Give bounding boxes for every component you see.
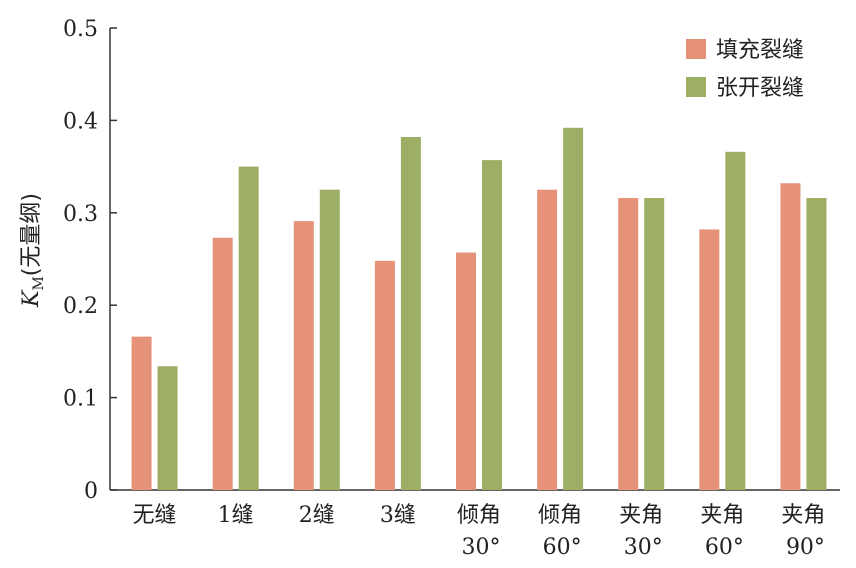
y-axis-label-subscript: M xyxy=(31,276,47,290)
y-tick-label: 0.2 xyxy=(63,294,98,319)
legend-swatch xyxy=(686,39,706,59)
bar-filled-crack xyxy=(131,336,152,490)
x-tick-label: 夹角 xyxy=(619,503,663,528)
bar-open-crack xyxy=(563,127,584,491)
bar-filled-crack xyxy=(699,229,720,490)
y-axis-label-unit: (无量纲) xyxy=(19,193,44,276)
y-tick-label: 0 xyxy=(84,479,98,504)
x-tick-label-line2: 90° xyxy=(786,535,825,560)
bar-open-crack xyxy=(482,160,502,490)
x-tick-label: 夹角 xyxy=(781,503,825,528)
x-tick-label-line2: 30° xyxy=(462,535,501,560)
x-tick-label: 无缝 xyxy=(133,503,177,528)
x-tick-label: 倾角 xyxy=(538,503,582,528)
x-tick-label-line2: 60° xyxy=(543,535,582,560)
x-tick-label: 1缝 xyxy=(218,503,254,528)
bar-filled-crack xyxy=(780,183,801,490)
bar-filled-crack xyxy=(212,237,233,490)
y-axis-label: KM(无量纲) xyxy=(19,193,47,308)
y-axis: 0 0.1 0.2 0.3 0.4 0.5 xyxy=(63,17,117,504)
bar-open-crack xyxy=(806,198,827,491)
x-tick-label: 3缝 xyxy=(380,503,416,528)
x-tick-label: 2缝 xyxy=(299,503,335,528)
x-tick-label-line2: 30° xyxy=(624,535,663,560)
bar-open-crack xyxy=(644,198,665,491)
bar-open-crack xyxy=(319,189,340,490)
legend-label: 张开裂缝 xyxy=(716,76,804,101)
bar-open-crack xyxy=(157,366,178,490)
legend-swatch xyxy=(686,77,706,97)
y-axis-label-symbol: K xyxy=(19,289,44,308)
bar-filled-crack xyxy=(456,252,476,490)
bar-open-crack xyxy=(400,137,421,491)
bars xyxy=(131,127,827,491)
y-tick-label: 0.1 xyxy=(63,387,98,412)
y-tick-label: 0.4 xyxy=(63,109,98,134)
legend-label: 填充裂缝 xyxy=(716,38,804,63)
bar-filled-crack xyxy=(537,189,558,490)
bar-filled-crack xyxy=(293,221,314,490)
y-tick-label: 0.5 xyxy=(63,17,98,42)
y-tick-label: 0.3 xyxy=(63,202,98,227)
x-tick-label: 倾角 xyxy=(457,503,501,528)
x-axis: 无缝 1缝 2缝 3缝 倾角 30° 倾角 60° 夹角 30° 夹角 60° 夹角 90° xyxy=(110,489,840,560)
bar-filled-crack xyxy=(618,198,639,491)
bar-filled-crack xyxy=(374,260,395,490)
x-tick-label-line2: 60° xyxy=(705,535,744,560)
bar-open-crack xyxy=(238,166,259,490)
bar-open-crack xyxy=(725,151,746,491)
x-tick-label: 夹角 xyxy=(700,503,744,528)
